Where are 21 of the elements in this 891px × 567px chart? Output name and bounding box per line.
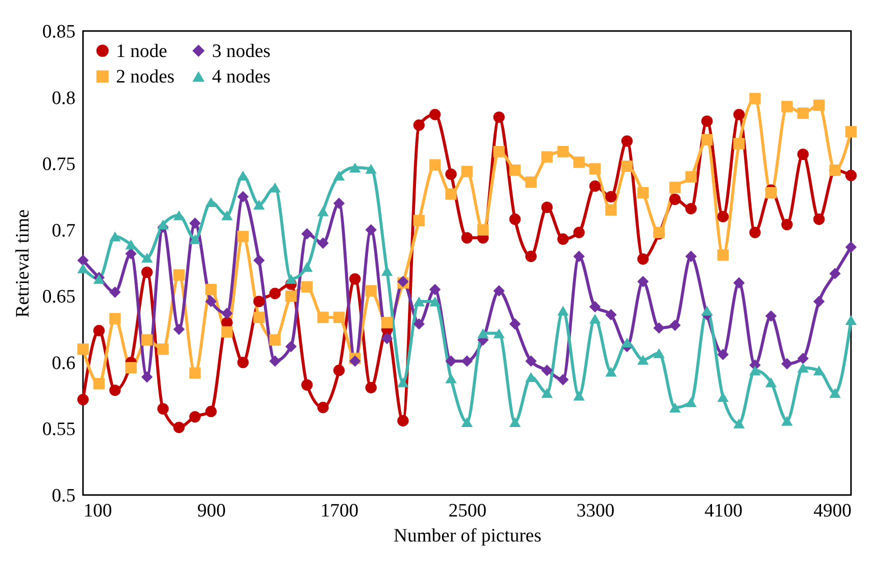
- y-tick-label: 0.75: [42, 154, 76, 176]
- legend-label: 4 nodes: [212, 66, 271, 88]
- y-tick-label: 0.8: [52, 88, 76, 109]
- y-tick-label: 0.6: [52, 352, 76, 374]
- x-tick-label: 100: [84, 500, 112, 522]
- x-tick-label: 4100: [704, 500, 742, 522]
- legend-label: 3 nodes: [212, 40, 271, 62]
- x-tick-label: 4900: [814, 500, 852, 522]
- y-tick-label: 0.55: [42, 419, 76, 440]
- y-tick-label: 0.85: [42, 22, 76, 42]
- x-tick-label: 3300: [576, 500, 614, 522]
- y-axis-title: Retrieval time: [12, 209, 34, 318]
- legend-label: 2 nodes: [116, 66, 175, 88]
- x-tick-label: 900: [197, 500, 226, 522]
- legend-label: 1 node: [116, 40, 168, 62]
- x-tick-label: 2500: [448, 500, 486, 522]
- y-tick-label: 0.7: [52, 220, 76, 242]
- y-tick-label: 0.5: [52, 486, 76, 506]
- y-tick-label: 0.65: [42, 286, 76, 308]
- x-tick-label: 1700: [320, 500, 358, 522]
- x-axis-title: Number of pictures: [394, 526, 542, 546]
